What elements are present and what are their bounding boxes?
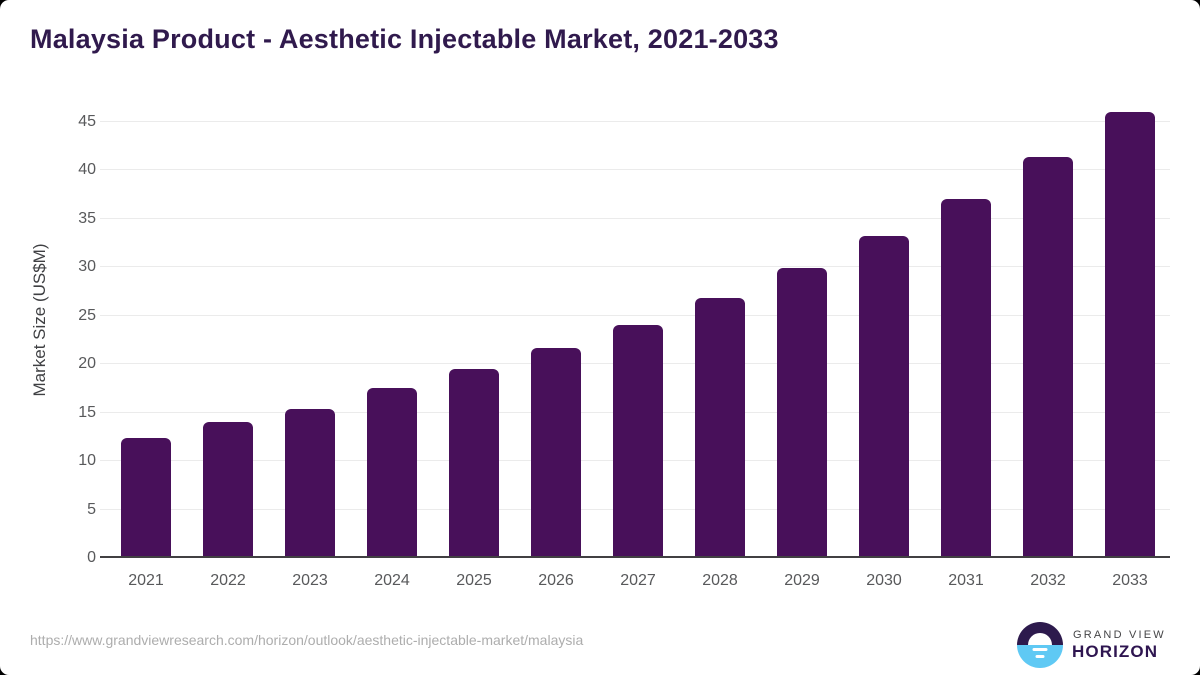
x-tick-label: 2021 [128, 572, 164, 589]
x-tick-label: 2033 [1112, 572, 1148, 589]
bar-2033 [1105, 111, 1155, 558]
x-tick-label: 2025 [456, 572, 492, 589]
x-tick-label: 2027 [620, 572, 656, 589]
y-tick-label: 0 [87, 549, 96, 566]
sun-reflection-line [1035, 655, 1045, 658]
logo-text-grand-view: GRAND VIEW [1073, 629, 1166, 641]
y-tick-label: 15 [78, 403, 96, 421]
bar-2029 [777, 267, 827, 558]
bar-2031 [941, 199, 991, 558]
plot-area [100, 97, 1170, 558]
x-tick-label: 2031 [948, 572, 984, 589]
bar-2026 [531, 348, 581, 558]
bar-2032 [1023, 157, 1073, 558]
logo-text-horizon: HORIZON [1072, 642, 1159, 661]
x-tick-label: 2024 [374, 572, 410, 589]
x-tick-label: 2026 [538, 572, 574, 589]
bar-2021 [121, 437, 171, 558]
bar-2027 [613, 325, 663, 558]
source-url: https://www.grandviewresearch.com/horizo… [30, 632, 584, 648]
y-tick-label: 35 [78, 209, 96, 227]
y-tick-label: 40 [78, 161, 96, 178]
bar-2023 [285, 408, 335, 558]
x-axis-line [100, 556, 1170, 558]
x-tick-label: 2022 [210, 572, 246, 589]
gridline [100, 266, 1170, 267]
gridline [100, 314, 1170, 316]
y-tick-label: 45 [78, 112, 96, 130]
bar-2028 [695, 298, 745, 558]
bar-2022 [203, 422, 253, 558]
gridline [100, 169, 1170, 170]
y-tick-label: 30 [78, 258, 96, 275]
horizon-sun-icon [1017, 622, 1063, 668]
y-tick-label: 10 [78, 452, 96, 469]
chart-title: Malaysia Product - Aesthetic Injectable … [30, 24, 779, 54]
bar-2030 [859, 235, 909, 558]
x-tick-label: 2028 [702, 572, 738, 589]
y-tick-label: 5 [87, 500, 96, 518]
y-tick-label: 25 [78, 306, 96, 324]
x-tick-label: 2029 [784, 572, 820, 589]
y-tick-label: 20 [78, 355, 96, 372]
gridline [100, 120, 1170, 122]
x-tick-label: 2023 [292, 572, 328, 589]
x-tick-label: 2030 [866, 572, 902, 589]
sun-reflection-line [1032, 648, 1048, 651]
gridline [100, 217, 1170, 219]
sun-dome-shape [1028, 633, 1052, 645]
x-tick-label: 2032 [1030, 572, 1066, 589]
bar-2024 [367, 388, 417, 558]
grandview-horizon-logo: GRAND VIEW HORIZON [1017, 622, 1167, 668]
bar-2025 [449, 368, 499, 558]
